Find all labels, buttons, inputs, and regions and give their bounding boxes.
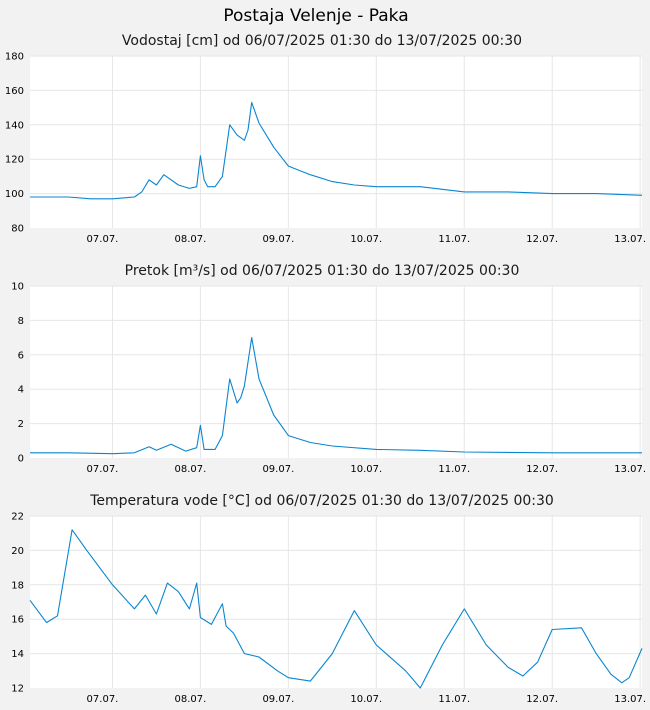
x-tick-label: 07.07.: [87, 464, 119, 475]
x-tick-label: 09.07.: [262, 464, 294, 475]
y-tick-label: 140: [5, 120, 24, 131]
chart-1: Vodostaj [cm] od 06/07/2025 01:30 do 13/…: [5, 33, 646, 245]
y-tick-label: 0: [18, 454, 24, 465]
x-tick-label: 08.07.: [175, 234, 207, 245]
x-tick-label: 07.07.: [87, 694, 119, 705]
y-tick-label: 8: [18, 316, 24, 327]
y-tick-label: 120: [5, 155, 24, 166]
x-tick-label: 13.07.: [614, 234, 646, 245]
page-title: Postaja Velenje - Paka: [223, 6, 408, 26]
y-tick-label: 80: [11, 224, 24, 235]
series-line-1: [30, 101, 643, 200]
x-tick-label: 09.07.: [262, 694, 294, 705]
y-tick-label: 22: [11, 512, 24, 523]
x-tick-label: 07.07.: [87, 234, 119, 245]
plot-area: [30, 516, 642, 688]
x-tick-label: 12.07.: [526, 464, 558, 475]
chart-title: Temperatura vode [°C] od 06/07/2025 01:3…: [89, 493, 554, 509]
chart-title: Vodostaj [cm] od 06/07/2025 01:30 do 13/…: [122, 33, 522, 49]
y-tick-label: 20: [11, 546, 24, 557]
chart-2: Pretok [m³/s] od 06/07/2025 01:30 do 13/…: [11, 263, 646, 475]
x-tick-label: 11.07.: [438, 694, 470, 705]
x-tick-label: 13.07.: [614, 464, 646, 475]
x-tick-label: 13.07.: [614, 694, 646, 705]
x-tick-label: 10.07.: [350, 464, 382, 475]
y-tick-label: 6: [18, 350, 24, 361]
x-tick-label: 10.07.: [350, 234, 382, 245]
y-tick-label: 100: [5, 189, 24, 200]
chart-3: Temperatura vode [°C] od 06/07/2025 01:3…: [11, 493, 646, 705]
x-tick-label: 11.07.: [438, 464, 470, 475]
chart-title: Pretok [m³/s] od 06/07/2025 01:30 do 13/…: [125, 263, 520, 279]
x-tick-label: 12.07.: [526, 694, 558, 705]
y-tick-label: 180: [5, 52, 24, 63]
x-tick-label: 08.07.: [175, 464, 207, 475]
x-tick-label: 11.07.: [438, 234, 470, 245]
y-tick-label: 4: [18, 385, 24, 396]
y-tick-label: 16: [11, 615, 24, 626]
series-line-1: [29, 529, 643, 689]
x-tick-label: 10.07.: [350, 694, 382, 705]
plot-area: [30, 286, 642, 458]
x-tick-label: 08.07.: [175, 694, 207, 705]
y-tick-label: 12: [11, 684, 24, 695]
y-tick-label: 14: [11, 649, 24, 660]
series-line-1: [30, 337, 642, 455]
y-tick-label: 160: [5, 86, 24, 97]
plot-area: [30, 56, 642, 228]
y-tick-label: 2: [18, 419, 24, 430]
x-tick-label: 12.07.: [526, 234, 558, 245]
y-tick-label: 18: [11, 580, 24, 591]
x-tick-label: 09.07.: [262, 234, 294, 245]
y-tick-label: 10: [11, 282, 24, 293]
